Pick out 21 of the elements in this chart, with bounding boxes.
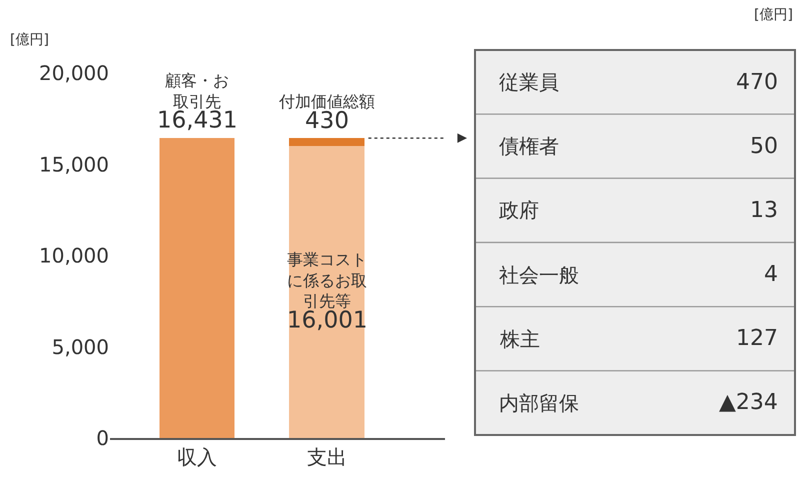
text: 127 [736, 326, 778, 351]
y-tick-label: 20,000 [39, 61, 109, 85]
category-label: 債権者 [499, 134, 559, 158]
text: 4 [764, 262, 778, 287]
y-tick-label: 0 [96, 426, 109, 450]
text: [億円] [754, 7, 793, 23]
y-tick-label: 10,000 [39, 244, 109, 268]
category-label: 内部留保 [499, 391, 579, 415]
y-axis-title: [億円] [10, 32, 49, 48]
text: 470 [736, 70, 778, 95]
text: 13 [750, 198, 778, 223]
text: ▲234 [719, 390, 778, 415]
y-tick-label: 5,000 [52, 334, 109, 359]
category-label: 社会一般 [499, 263, 579, 287]
x-tick-label: 支出 [306, 444, 347, 469]
category-label: 政府 [499, 198, 539, 222]
x-tick-label: 収入 [177, 444, 217, 469]
category-label: 株主 [499, 327, 540, 351]
y-tick-label: 15,000 [39, 152, 109, 176]
category-label: 従業員 [499, 70, 559, 94]
text: 50 [750, 134, 778, 159]
